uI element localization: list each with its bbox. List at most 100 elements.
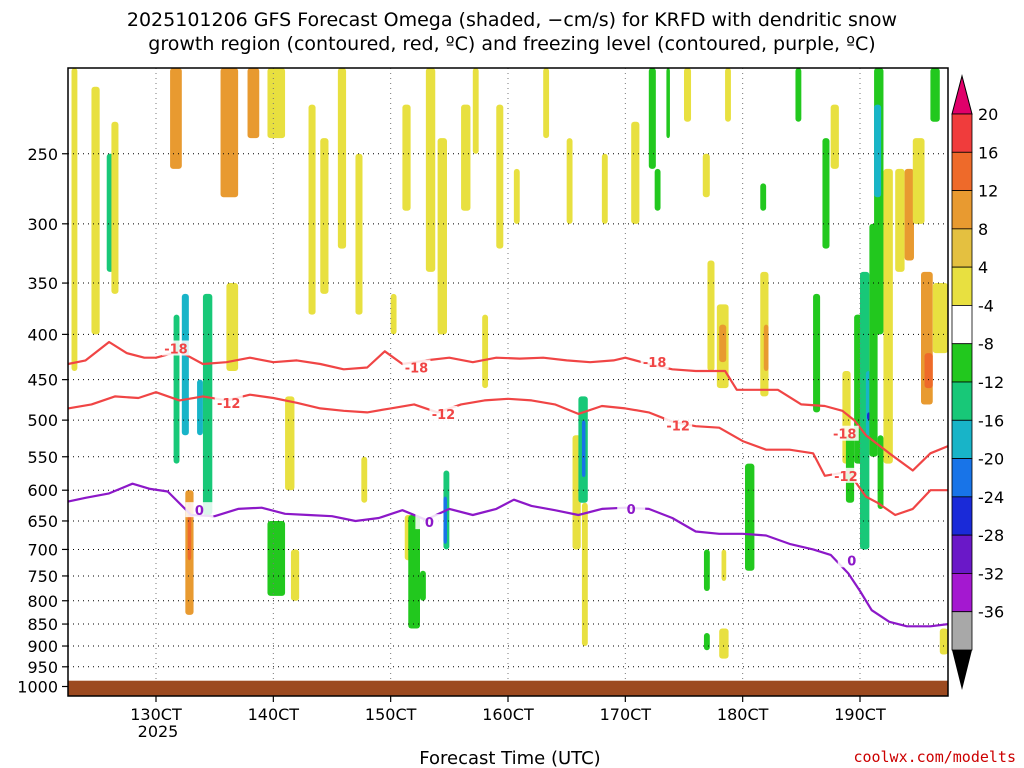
colorbar-level-12: -32 bbox=[978, 564, 1004, 583]
omega-cell-49 bbox=[684, 68, 692, 122]
omega-cell-29 bbox=[425, 68, 436, 272]
omega-cell-4 bbox=[170, 68, 182, 169]
omega-cell-80 bbox=[912, 138, 925, 224]
omega-cell-84 bbox=[930, 68, 940, 122]
omega-cell-24 bbox=[390, 293, 397, 335]
omega-cell-50 bbox=[707, 260, 715, 372]
y-tick-label-650: 650 bbox=[27, 512, 58, 531]
colorbar-level-5: -4 bbox=[978, 296, 994, 315]
contour-label-4: -12 bbox=[432, 408, 456, 423]
omega-cell-45 bbox=[631, 121, 640, 224]
contour-label-6: -18 bbox=[833, 428, 857, 443]
y-tick-label-350: 350 bbox=[27, 274, 58, 293]
colorbar-swatch-3 bbox=[951, 228, 973, 268]
x-tick-label-6: 190CT bbox=[834, 705, 886, 724]
contour-label-8: 0 bbox=[195, 504, 204, 519]
colorbar-level-0: 20 bbox=[978, 105, 998, 124]
colorbar-swatch-4 bbox=[951, 266, 973, 306]
contour-lines: -18 -18 -18 -12 -12 -12 -18 -12 0 0 0 0 bbox=[67, 340, 949, 628]
omega-cell-33 bbox=[461, 104, 471, 211]
colorbar-level-10: -24 bbox=[978, 488, 1004, 507]
chart-title-line-2: growth region (contoured, red, ºC) and f… bbox=[148, 33, 875, 55]
y-tick-label-950: 950 bbox=[27, 658, 58, 677]
omega-cell-48 bbox=[666, 68, 670, 139]
contour-label-bg-9 bbox=[415, 514, 444, 530]
ground-terrain bbox=[68, 680, 948, 696]
colorbar-bottom-arrow bbox=[952, 650, 972, 690]
omega-cell-1 bbox=[91, 86, 100, 335]
y-tick-label-600: 600 bbox=[27, 481, 58, 500]
contour-label-bg-7 bbox=[831, 467, 860, 483]
colorbar-top-arrow bbox=[951, 74, 973, 115]
x-tick-label-3: 160CT bbox=[482, 705, 534, 724]
omega-cell-36 bbox=[496, 104, 504, 249]
y-tick-label-500: 500 bbox=[27, 411, 58, 430]
x-tick-label-2: 150CT bbox=[365, 705, 417, 724]
colorbar-swatch-5 bbox=[951, 305, 973, 345]
source-credit: coolwx.com/modelts bbox=[853, 748, 1016, 766]
colorbar-level-13: -36 bbox=[978, 603, 1004, 622]
contour-label-bg-5 bbox=[664, 417, 693, 433]
omega-cell-62 bbox=[760, 183, 767, 211]
y-tick-label-850: 850 bbox=[27, 615, 58, 634]
contour-label-bg-2 bbox=[640, 354, 669, 370]
colorbar-swatch-1 bbox=[951, 151, 973, 191]
colorbar-swatch-0 bbox=[951, 113, 973, 153]
omega-cell-46 bbox=[648, 68, 656, 169]
y-tick-label-400: 400 bbox=[27, 325, 58, 344]
omega-cell-55 bbox=[703, 632, 710, 651]
y-tick-label-450: 450 bbox=[27, 371, 58, 390]
omega-cell-53 bbox=[702, 153, 710, 198]
omega-cell-79 bbox=[904, 168, 914, 261]
contour-label-bg-1 bbox=[402, 359, 431, 375]
colorbar-swatch-12 bbox=[951, 573, 973, 613]
y-tick-label-750: 750 bbox=[27, 567, 58, 586]
omega-cell-52 bbox=[719, 324, 727, 363]
colorbar-swatch-11 bbox=[951, 534, 973, 574]
x-tick-label-5: 180CT bbox=[717, 705, 769, 724]
omega-cell-76 bbox=[877, 435, 884, 509]
y-axis-pressure-ticks: 250 300 350 400 450 500 550 600 650 700 750 800 850 9… bbox=[17, 145, 68, 697]
omega-cell-85 bbox=[939, 628, 948, 655]
contour-line-dgz-minus18 bbox=[67, 340, 949, 472]
omega-cell-58 bbox=[725, 68, 731, 122]
contour-label-11: 0 bbox=[847, 554, 856, 569]
colorbar-level-4: 4 bbox=[978, 258, 988, 277]
omega-cell-19 bbox=[308, 104, 316, 315]
colorbar-swatch-8 bbox=[951, 419, 973, 459]
x-axis-year-label: 2025 bbox=[138, 722, 179, 741]
omega-cell-59 bbox=[745, 463, 755, 571]
colorbar-swatch-7 bbox=[951, 381, 973, 421]
omega-cell-39 bbox=[566, 138, 573, 224]
colorbar-swatch-10 bbox=[951, 496, 973, 536]
omega-cell-6 bbox=[181, 293, 189, 436]
y-tick-label-250: 250 bbox=[27, 145, 58, 164]
omega-cell-56 bbox=[719, 628, 729, 659]
y-tick-label-1000: 1000 bbox=[17, 678, 58, 697]
colorbar-level-3: 8 bbox=[978, 220, 988, 239]
omega-cell-57 bbox=[721, 549, 727, 582]
x-axis-time-ticks: 130CT 140CT 150CT 160CT 170CT 180CT 190CT bbox=[130, 696, 886, 724]
omega-cell-23 bbox=[361, 456, 368, 503]
colorbar-swatch-13 bbox=[951, 611, 973, 651]
contour-label-3: -12 bbox=[217, 397, 241, 412]
omega-cell-35 bbox=[482, 314, 489, 389]
omega-cell-0 bbox=[71, 68, 78, 372]
contour-label-10: 0 bbox=[627, 503, 636, 518]
omega-cell-3 bbox=[111, 121, 119, 294]
omega-cell-12 bbox=[226, 283, 239, 372]
x-tick-label-1: 140CT bbox=[248, 705, 300, 724]
omega-cell-28 bbox=[420, 570, 426, 601]
omega-cell-5 bbox=[173, 314, 180, 464]
x-axis-title: Forecast Time (UTC) bbox=[419, 748, 600, 768]
omega-cell-32 bbox=[443, 496, 447, 544]
colorbar-level-11: -28 bbox=[978, 526, 1004, 545]
contour-label-bg-11 bbox=[837, 552, 866, 568]
x-tick-label-0: 130CT bbox=[130, 705, 182, 724]
y-tick-label-550: 550 bbox=[27, 448, 58, 467]
omega-cell-13 bbox=[247, 68, 260, 139]
contour-label-bg-6 bbox=[830, 425, 859, 441]
contour-label-7: -12 bbox=[834, 470, 858, 485]
omega-cell-34 bbox=[472, 68, 479, 154]
omega-cell-21 bbox=[337, 68, 347, 249]
